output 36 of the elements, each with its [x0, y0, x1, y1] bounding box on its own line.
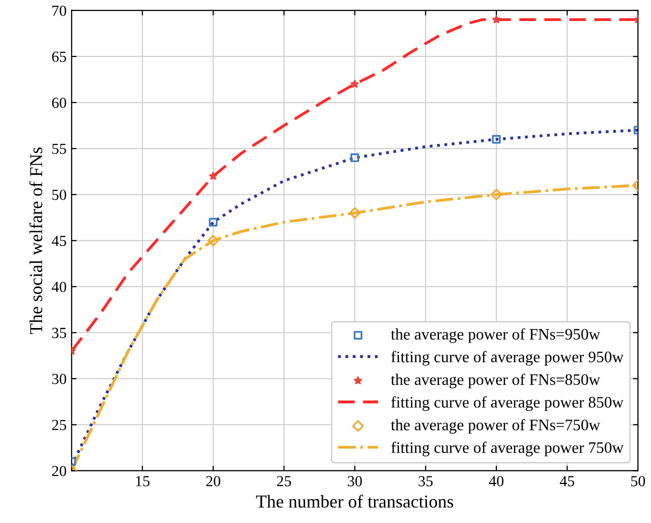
x-tick-label: 30	[348, 476, 362, 486]
point	[490, 188, 502, 200]
y-tick-label: 65	[52, 52, 66, 62]
y-tick-label: 40	[52, 282, 66, 292]
y-tick-label: 30	[52, 374, 66, 384]
x-tick-label: 40	[489, 476, 504, 486]
x-tick-label: 45	[560, 476, 574, 486]
y-tick-label: 25	[52, 420, 66, 430]
y-tick-label: 45	[52, 236, 66, 246]
y-tick-label: 70	[52, 6, 66, 16]
y-tick-label: 50	[52, 190, 66, 200]
legend-label: the average power of FNs=750w	[390, 418, 600, 434]
point	[208, 218, 218, 226]
x-tick-label: 50	[631, 476, 646, 486]
legend-label: the average power of FNs=950w	[390, 328, 600, 343]
x-tick-label: 15	[136, 476, 150, 486]
y-tick-label: 60	[52, 98, 66, 108]
point	[350, 153, 360, 162]
legend-label: fitting curve of average power 950w	[391, 350, 624, 366]
legend-label: fitting curve of average power 850w	[391, 396, 624, 411]
point	[209, 172, 218, 180]
y-axis-title: The social welfare of FNs	[29, 147, 42, 334]
x-tick-label: 20	[206, 476, 220, 486]
point	[207, 234, 219, 246]
y-tick-label: 20	[52, 466, 66, 476]
y-tick-label: 35	[52, 328, 66, 338]
x-axis-title: The number of transactions	[256, 494, 454, 508]
legend-label: the average power of FNs=850w	[390, 374, 600, 388]
point	[349, 207, 361, 219]
point	[492, 15, 501, 24]
x-tick-label: 25	[277, 476, 292, 486]
legend-label: fitting curve of average power 750w	[391, 442, 624, 456]
x-tick-label: 35	[418, 476, 433, 486]
point	[492, 135, 501, 144]
point	[350, 80, 359, 88]
y-tick-label: 55	[52, 144, 66, 154]
